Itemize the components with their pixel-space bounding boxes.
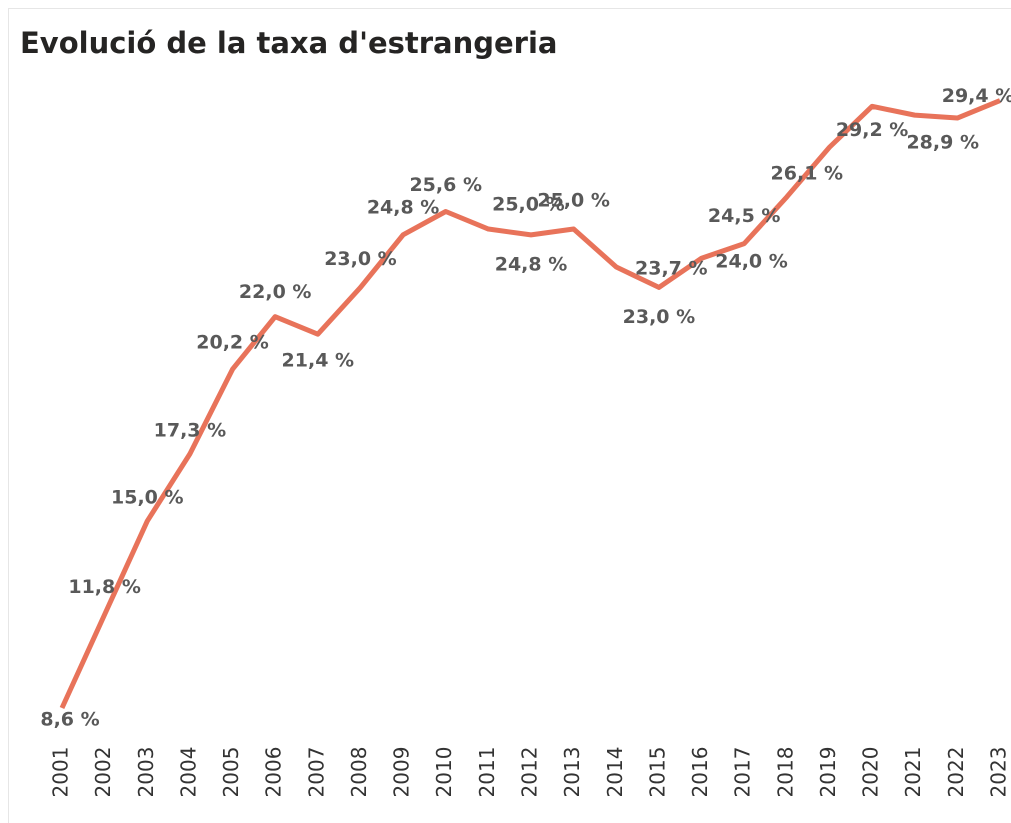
data-label: 26,1 % — [771, 162, 844, 184]
frame — [8, 8, 1011, 823]
x-tick-label: 2023 — [987, 747, 1011, 798]
x-tick-label: 2017 — [731, 747, 755, 798]
line — [59, 98, 1001, 710]
x-tick-label: 2011 — [475, 747, 499, 798]
x-tick-label: 2021 — [901, 747, 925, 798]
data-label: 24,0 % — [715, 251, 788, 273]
x-tick-label: 2005 — [219, 747, 243, 798]
x-tick-label: 2013 — [560, 747, 584, 798]
data-label: 11,8 % — [68, 576, 141, 598]
x-tick-label: 2006 — [262, 747, 286, 798]
x-tick-label: 2004 — [176, 747, 200, 798]
data-label: 28,9 % — [906, 132, 979, 154]
x-tick-label: 2007 — [304, 747, 328, 798]
x-tick-label: 2016 — [688, 747, 712, 798]
data-label: 15,0 % — [111, 487, 184, 509]
x-tick-label: 2015 — [645, 747, 669, 798]
x-tick-label: 2002 — [91, 747, 115, 798]
x-tick-label: 2003 — [134, 747, 158, 798]
x-tick-label: 2001 — [49, 747, 73, 798]
data-label: 22,0 % — [239, 281, 312, 303]
x-tick-label: 2022 — [944, 747, 968, 798]
x-tick-label: 2009 — [390, 747, 414, 798]
data-label: 20,2 % — [196, 332, 269, 354]
data-label: 21,4 % — [282, 350, 355, 372]
data-label: 24,8 % — [495, 253, 568, 275]
x-tick-label: 2008 — [347, 747, 371, 798]
data-label: 23,7 % — [635, 257, 708, 279]
data-label: 29,4 % — [942, 85, 1011, 107]
data-label: 24,8 % — [367, 196, 440, 218]
data-label: 25,0 % — [492, 194, 565, 216]
data-label: 25,0 % — [537, 190, 610, 212]
data-label: 25,6 % — [409, 174, 482, 196]
data-label: 17,3 % — [154, 419, 227, 441]
x-tick-label: 2014 — [603, 747, 627, 798]
x-tick-label: 2012 — [518, 747, 542, 798]
data-label: 29,2 % — [836, 119, 909, 141]
x-tick-label: 2010 — [432, 747, 456, 798]
data-label: 23,0 % — [324, 248, 397, 270]
data-label: 23,0 % — [623, 306, 696, 328]
data-label: 24,5 % — [708, 205, 781, 227]
data-label: 8,6 % — [40, 708, 99, 730]
x-tick-label: 2020 — [859, 747, 883, 798]
chart-title: Evolució de la taxa d'estrangeria — [20, 26, 558, 60]
x-tick-label: 2019 — [816, 747, 840, 798]
x-tick-label: 2018 — [773, 747, 797, 798]
